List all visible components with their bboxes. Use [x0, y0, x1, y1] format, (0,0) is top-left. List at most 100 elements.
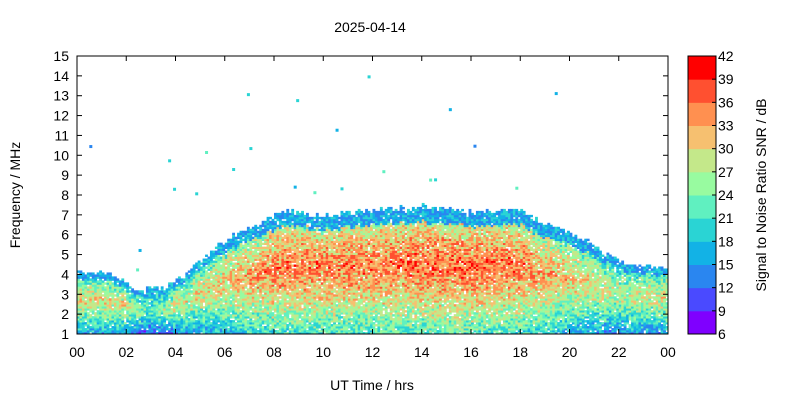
- heatmap-cell: [101, 314, 105, 317]
- heatmap-cell: [298, 294, 302, 297]
- heatmap-cell: [283, 308, 287, 311]
- heatmap-cell: [160, 332, 164, 335]
- heatmap-cell: [246, 324, 250, 327]
- heatmap-cell: [342, 232, 346, 236]
- heatmap-cell: [271, 286, 275, 289]
- heatmap-cell: [197, 326, 201, 329]
- heatmap-cell: [222, 288, 226, 291]
- heatmap-cell: [81, 288, 85, 291]
- heatmap-cell: [143, 294, 147, 297]
- heatmap-cell: [165, 310, 169, 313]
- heatmap-cell: [345, 228, 349, 232]
- heatmap-cell: [323, 304, 327, 307]
- heatmap-cell: [113, 318, 117, 321]
- heatmap-cell: [318, 304, 322, 307]
- heatmap-cell: [200, 330, 203, 333]
- heatmap-cell: [113, 328, 117, 331]
- heatmap-cell: [342, 312, 346, 315]
- heatmap-cell: [126, 298, 130, 301]
- heatmap-cell: [269, 286, 272, 289]
- heatmap-cell: [278, 284, 282, 287]
- heatmap-cell: [232, 296, 235, 299]
- heatmap-cell: [296, 280, 300, 283]
- heatmap-cell: [291, 230, 295, 234]
- heatmap-cell: [249, 322, 253, 325]
- heatmap-cell: [170, 290, 174, 293]
- heatmap-cell: [288, 258, 292, 261]
- heatmap-cell: [271, 318, 275, 321]
- heatmap-cell: [310, 312, 314, 315]
- heatmap-cell: [271, 220, 275, 224]
- heatmap-cell: [81, 292, 85, 295]
- heatmap-cell: [281, 224, 285, 228]
- heatmap-cell: [246, 314, 250, 317]
- heatmap-cell: [259, 250, 263, 253]
- heatmap-cell: [96, 324, 100, 327]
- heatmap-cell: [325, 214, 329, 218]
- heatmap-cell: [170, 288, 174, 291]
- heatmap-cell: [274, 248, 277, 251]
- heatmap-cell: [323, 234, 327, 238]
- heatmap-cell: [278, 250, 282, 253]
- heatmap-cell: [254, 326, 258, 329]
- heatmap-cell: [237, 282, 240, 285]
- heatmap-cell: [86, 320, 90, 323]
- heatmap-cell: [77, 316, 80, 319]
- heatmap-cell: [229, 242, 233, 246]
- heatmap-cell: [254, 302, 258, 305]
- heatmap-cell: [158, 330, 162, 333]
- heatmap-cell: [264, 264, 268, 267]
- heatmap-cell: [205, 322, 208, 325]
- heatmap-cell: [131, 298, 135, 301]
- heatmap-cell: [293, 292, 297, 295]
- heatmap-cell: [200, 266, 203, 269]
- heatmap-cell: [298, 290, 302, 293]
- heatmap-cell: [222, 322, 226, 325]
- heatmap-cell: [217, 256, 221, 259]
- heatmap-cell: [182, 318, 186, 321]
- heatmap-cell: [241, 296, 245, 299]
- heatmap-cell: [318, 322, 322, 325]
- heatmap-cell: [288, 212, 292, 216]
- heatmap-cell: [165, 324, 169, 327]
- heatmap-cell: [229, 286, 233, 289]
- heatmap-cell: [325, 292, 329, 295]
- heatmap-cell: [229, 304, 233, 307]
- heatmap-cell: [254, 298, 258, 301]
- heatmap-cell: [345, 290, 349, 293]
- heatmap-cell: [338, 308, 341, 311]
- heatmap-cell: [291, 286, 295, 289]
- heatmap-cell: [303, 278, 307, 281]
- heatmap-cell: [237, 244, 240, 248]
- heatmap-cell: [259, 264, 263, 267]
- heatmap-cell: [177, 292, 181, 295]
- heatmap-cell: [227, 254, 231, 257]
- heatmap-cell: [229, 306, 233, 309]
- heatmap-cell: [84, 308, 88, 311]
- heatmap-cell: [168, 288, 171, 291]
- heatmap-cell: [278, 330, 282, 333]
- heatmap-cell: [301, 326, 304, 329]
- heatmap-cell: [133, 290, 137, 293]
- heatmap-cell: [271, 252, 275, 255]
- heatmap-cell: [249, 236, 253, 240]
- heatmap-cell: [106, 308, 110, 311]
- heatmap-cell: [121, 296, 125, 299]
- heatmap-cell: [291, 310, 295, 313]
- heatmap-cell: [148, 290, 152, 293]
- heatmap-cell: [182, 284, 186, 287]
- heatmap-cell: [269, 250, 272, 253]
- heatmap-cell: [254, 308, 258, 311]
- heatmap-cell: [217, 300, 221, 303]
- heatmap-cell: [197, 294, 201, 297]
- heatmap-cell: [207, 300, 211, 303]
- heatmap-cell: [251, 246, 255, 250]
- heatmap-cell: [315, 312, 319, 315]
- heatmap-cell: [269, 220, 272, 224]
- heatmap-cell: [209, 262, 213, 265]
- heatmap-cell: [246, 322, 250, 325]
- heatmap-cell: [320, 244, 324, 248]
- heatmap-cell: [195, 276, 199, 279]
- heatmap-cell: [254, 270, 258, 273]
- heatmap-cell: [136, 302, 139, 305]
